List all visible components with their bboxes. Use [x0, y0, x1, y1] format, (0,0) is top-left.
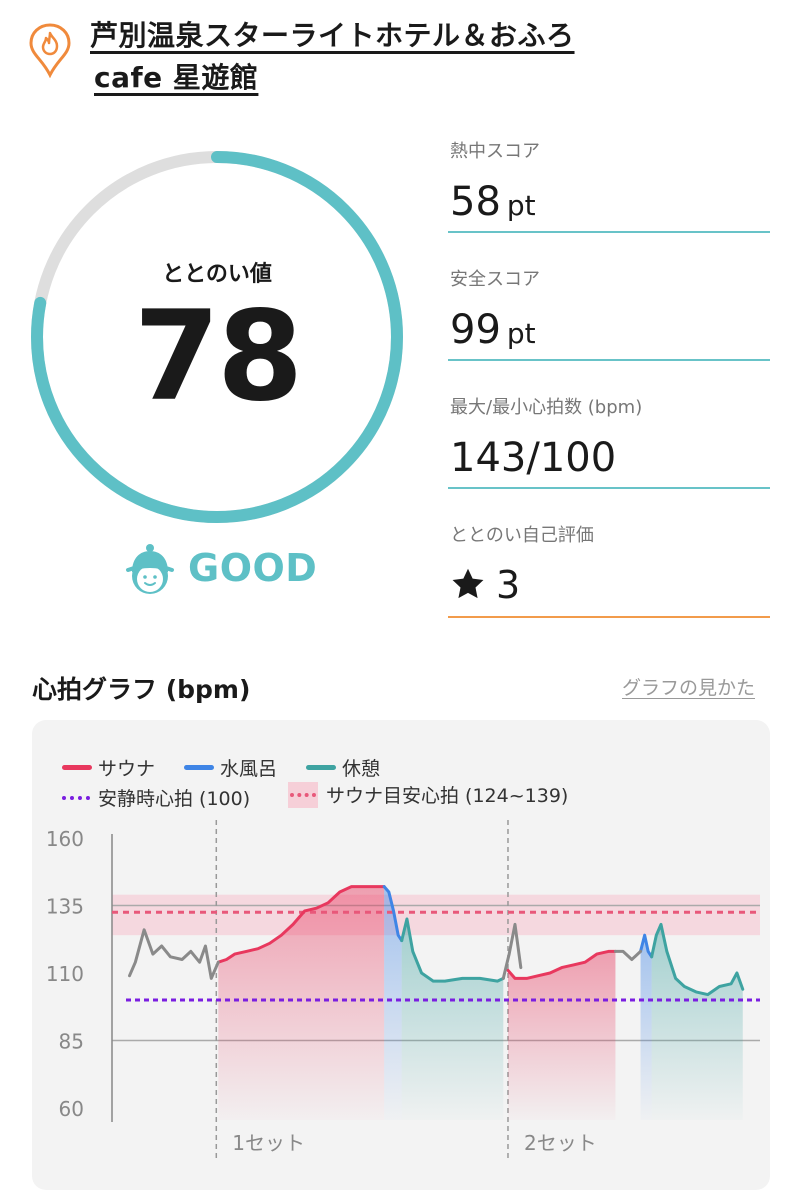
y-tick-label: 135: [46, 895, 84, 919]
set-label: 1セット: [232, 1131, 305, 1155]
series-line: [506, 949, 617, 980]
safety-score-value: 99 pt: [450, 307, 536, 353]
legend-target-hr: サウナ目安心拍 (124~139): [288, 781, 568, 808]
series-area: [218, 886, 385, 1120]
safety-score-unit: pt: [506, 317, 536, 350]
series-line: [613, 949, 643, 961]
facility-name-line1[interactable]: 芦別温泉スターライトホテル＆おふろ: [90, 19, 575, 52]
series-area: [401, 919, 504, 1120]
series-area: [384, 886, 402, 1120]
legend-water: 水風呂: [184, 754, 277, 781]
ring-progress-arc: [31, 151, 403, 523]
legend-sauna: サウナ: [62, 754, 155, 781]
legend-resting-hr: 安静時心拍 (100): [62, 784, 250, 811]
safety-score-label: 安全スコア: [450, 269, 540, 290]
score-label: ととのい値: [162, 262, 272, 287]
heart-rate-chart: 160 135 110 85 60 1セット 2セット: [46, 820, 760, 1160]
status-text: GOOD: [188, 546, 318, 590]
heat-score-label: 熱中スコア: [450, 141, 540, 162]
star-icon: [452, 568, 484, 599]
score-value: 78: [133, 285, 304, 429]
graph-title: 心拍グラフ (bpm): [32, 675, 251, 704]
divider: [448, 616, 770, 618]
heart-rate-label: 最大/最小心拍数 (bpm): [450, 397, 643, 418]
y-tick-label: 160: [46, 827, 84, 851]
flame-pin-icon: [29, 23, 71, 78]
series-line: [382, 885, 404, 943]
series-area: [651, 924, 743, 1120]
y-tick-label: 60: [59, 1097, 84, 1121]
self-rating-value: 3: [450, 566, 520, 604]
baby-face-icon: [126, 544, 174, 594]
facility-name-line2[interactable]: cafe 星遊館: [94, 61, 259, 94]
set-label: 2セット: [524, 1131, 597, 1155]
heart-rate-value: 143/100: [450, 435, 617, 481]
series-line: [501, 922, 523, 980]
series-line: [128, 928, 220, 980]
y-tick-label: 85: [59, 1030, 84, 1054]
y-tick-label: 110: [46, 962, 84, 986]
series-line: [216, 885, 386, 964]
series-line: [639, 933, 654, 959]
totonoi-score-ring: [31, 151, 403, 523]
heat-score-unit: pt: [506, 189, 536, 222]
series-area: [507, 951, 616, 1120]
self-rating-label: ととのい自己評価: [450, 525, 594, 546]
divider: [448, 231, 770, 233]
series-line: [650, 922, 745, 997]
series-line: [400, 917, 505, 983]
divider: [448, 359, 770, 361]
target-hr-band: [112, 894, 760, 936]
series-area: [640, 935, 652, 1120]
graph-help-link[interactable]: グラフの見かた: [622, 677, 756, 699]
heat-score-value: 58 pt: [450, 179, 536, 225]
divider: [448, 487, 770, 489]
legend-rest: 休憩: [306, 754, 380, 781]
